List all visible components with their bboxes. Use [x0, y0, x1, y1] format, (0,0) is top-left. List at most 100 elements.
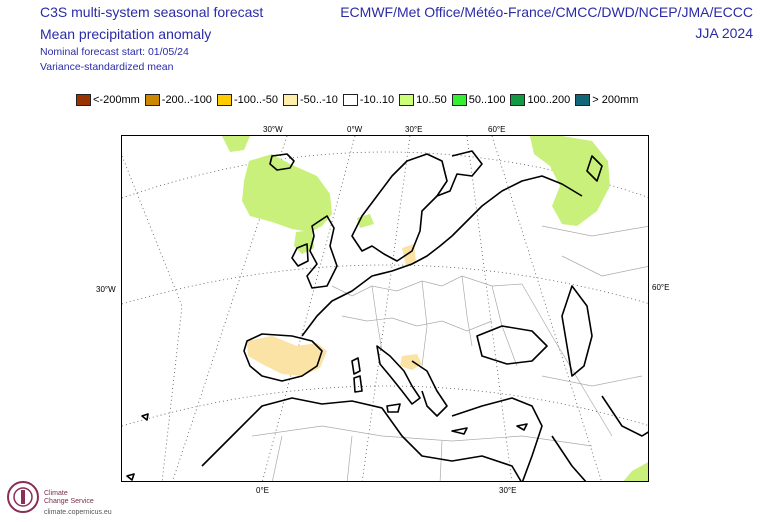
- border-line: [439, 440, 443, 481]
- coast-sardinia: [353, 375, 363, 393]
- map-panel: [121, 135, 649, 482]
- legend-label: 50..100: [468, 94, 506, 106]
- season-label: JJA 2024: [695, 25, 753, 41]
- coast-persian-gulf: [601, 395, 648, 437]
- lon-label-right-60e: 60°E: [652, 283, 670, 292]
- coast-red-sea: [551, 435, 587, 481]
- lon-label-top-30w: 30°W: [263, 125, 283, 134]
- legend-swatch: [510, 94, 526, 106]
- coast-crete: [451, 427, 468, 435]
- legend-item: > 200mm: [575, 94, 638, 106]
- coast-azores: [141, 413, 149, 421]
- parallel-line: [122, 151, 648, 199]
- border-line: [272, 435, 283, 481]
- border-line: [346, 435, 353, 481]
- coast-corsica: [351, 357, 361, 375]
- copernicus-logo: Climate Change Service climate.copernicu…: [6, 478, 126, 520]
- dry-anomaly-areas: [247, 244, 422, 376]
- legend-label: > 200mm: [592, 94, 639, 106]
- lon-label-left-30w: 30°W: [96, 285, 116, 294]
- wet-area-ireland: [294, 230, 314, 254]
- border-line: [251, 425, 593, 447]
- meridian-line: [466, 136, 513, 481]
- meridian-line: [361, 136, 411, 481]
- coast-cyprus: [516, 423, 528, 431]
- border-line: [541, 225, 648, 237]
- forecast-start: Nominal forecast start: 01/05/24: [40, 46, 189, 58]
- meridian-line: [491, 136, 602, 481]
- coast-sicily: [386, 403, 401, 413]
- legend: <-200mm -200..-100 -100..-50 -50..-10 -1…: [76, 94, 643, 106]
- dry-area-balkans: [400, 354, 422, 370]
- coast-greece: [411, 360, 448, 417]
- title-line-2: Mean precipitation anomaly: [40, 26, 212, 42]
- coast-north-europe: [301, 175, 583, 337]
- legend-label: -200..-100: [161, 94, 212, 106]
- lon-label-bottom-30e: 30°E: [499, 486, 517, 495]
- legend-item: 50..100: [451, 94, 506, 106]
- coast-ireland: [291, 243, 309, 267]
- border-line: [371, 285, 383, 352]
- country-borders: [251, 225, 648, 481]
- legend-item: -200..-100: [144, 94, 212, 106]
- legend-label: 10..50: [416, 94, 447, 106]
- legend-swatch: [216, 94, 232, 106]
- title-line-1: C3S multi-system seasonal forecast: [40, 4, 264, 20]
- coast-black-sea: [476, 325, 548, 365]
- dry-area-iberia: [247, 336, 327, 376]
- coastlines: [126, 150, 648, 481]
- parallel-line: [122, 264, 648, 305]
- legend-item: -50..-10: [282, 94, 338, 106]
- logo-url: climate.copernicus.eu: [44, 509, 112, 516]
- legend-label: 100..200: [527, 94, 571, 106]
- lon-label-top-0w: 0°W: [347, 125, 363, 134]
- border-line: [341, 315, 493, 332]
- border-line: [541, 375, 643, 387]
- wet-area-south-east: [623, 462, 648, 481]
- coast-great-britain: [306, 215, 338, 289]
- coast-caspian: [561, 285, 593, 377]
- legend-label: -10..10: [359, 94, 395, 106]
- coast-iceland: [269, 153, 295, 171]
- legend-item: -10..10: [342, 94, 395, 106]
- coast-kola: [436, 150, 483, 197]
- coast-iberia: [243, 333, 323, 382]
- lon-label-top-30e: 30°E: [405, 125, 423, 134]
- legend-item: 100..200: [510, 94, 570, 106]
- legend-label: -100..-50: [233, 94, 278, 106]
- wet-area-north-atlantic: [242, 154, 332, 232]
- variance-note: Variance-standardized mean: [40, 61, 174, 73]
- legend-swatch: [399, 94, 415, 106]
- coast-north-africa: [201, 397, 522, 481]
- logo-line-1: Climate: [44, 490, 68, 497]
- border-line: [561, 255, 648, 277]
- wet-area-iceland-north: [222, 136, 250, 152]
- border-line: [461, 275, 473, 347]
- legend-swatch: [575, 94, 591, 106]
- coast-scandinavia: [351, 153, 448, 262]
- legend-label: <-200mm: [93, 94, 140, 106]
- wet-anomaly-areas: [222, 136, 648, 481]
- legend-swatch: [144, 94, 160, 106]
- climate-change-service-icon: [7, 481, 39, 513]
- legend-swatch: [282, 94, 298, 106]
- coast-canaries: [126, 473, 135, 481]
- centres-list: ECMWF/Met Office/Météo-France/CMCC/DWD/N…: [340, 4, 753, 20]
- lon-label-bottom-0e: 0°E: [256, 486, 269, 495]
- legend-swatch: [76, 94, 91, 106]
- precipitation-anomaly-map: [122, 136, 648, 481]
- legend-item: -100..-50: [216, 94, 278, 106]
- parallel-line: [122, 385, 648, 427]
- legend-item: 10..50: [399, 94, 447, 106]
- coast-italy: [376, 345, 421, 405]
- legend-item: <-200mm: [76, 94, 140, 106]
- lon-label-top-60e: 60°E: [488, 125, 506, 134]
- coast-novaya-zemlya: [586, 155, 603, 182]
- legend-swatch: [451, 94, 467, 106]
- legend-swatch: [342, 94, 358, 106]
- legend-label: -50..-10: [299, 94, 338, 106]
- wet-area-novaya-zemlya: [530, 136, 610, 226]
- border-line: [521, 283, 613, 437]
- border-line: [421, 280, 428, 367]
- parallel-line: [122, 155, 183, 481]
